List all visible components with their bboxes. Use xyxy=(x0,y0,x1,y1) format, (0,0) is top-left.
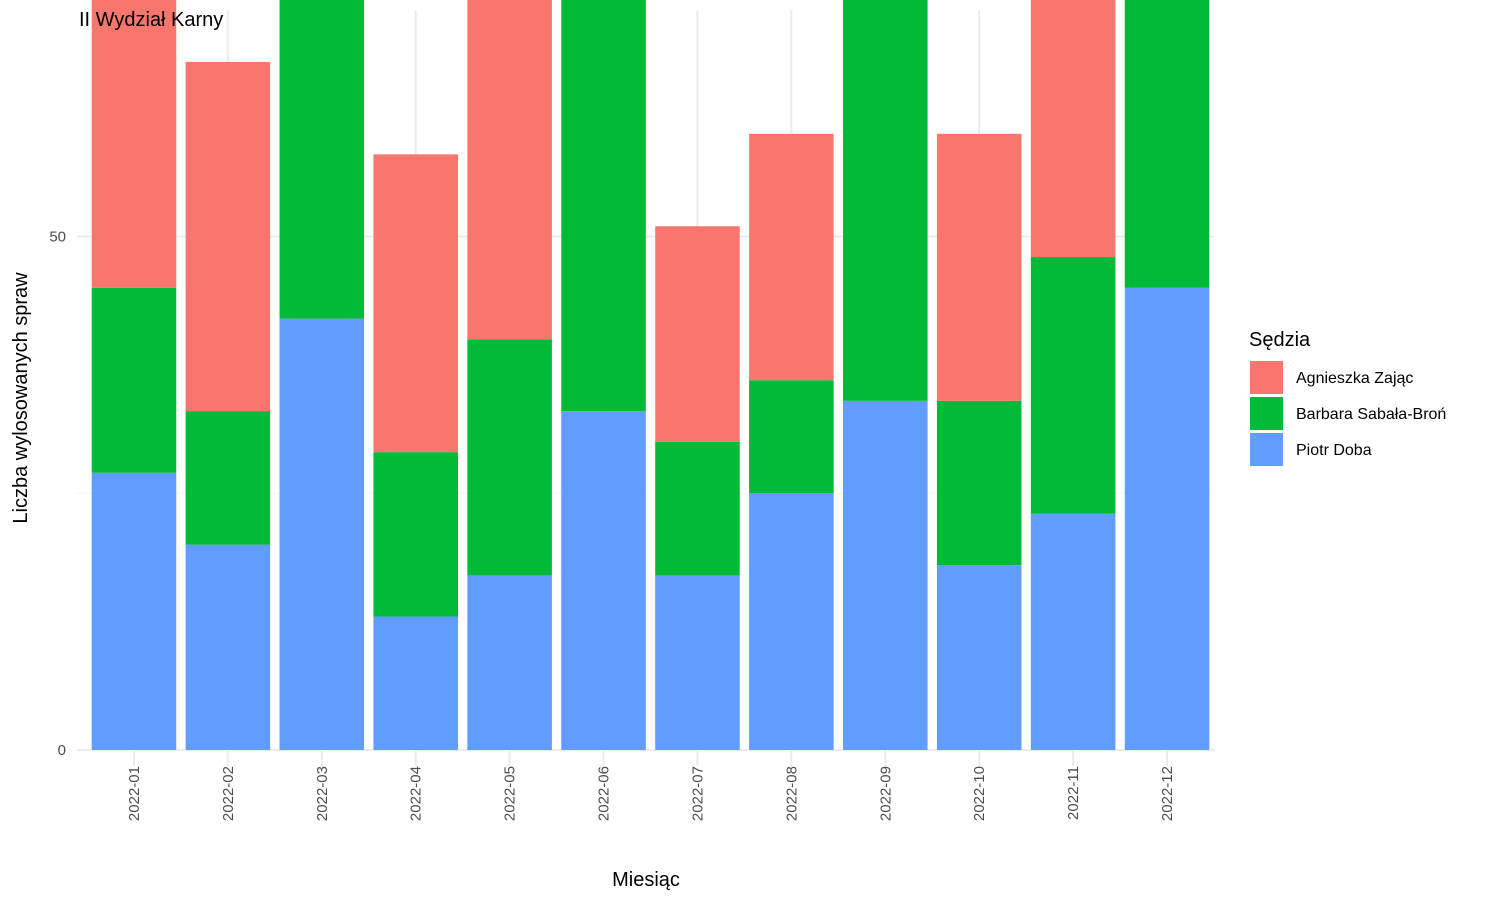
bar-segment: 2022-06 – Piotr Doba: 33 xyxy=(561,411,646,750)
legend-key xyxy=(1250,361,1283,394)
bar-segment: 2022-10 – Piotr Doba: 18 xyxy=(936,565,1022,750)
bar-segment: 2022-03 – Barbara Sabała-Broń: 44 xyxy=(279,0,365,319)
bar-segment: 2022-12 – Barbara Sabała-Broń: 44 xyxy=(1124,0,1210,288)
bar-segment: 2022-11 – Agnieszka Zając: 29 xyxy=(1030,0,1116,258)
bar-segment: 2022-02 – Barbara Sabała-Broń: 13 xyxy=(185,411,271,545)
bar-segment: 2022-08 – Agnieszka Zając: 24 xyxy=(749,133,834,381)
bar-segment: 2022-02 – Piotr Doba: 20 xyxy=(185,544,271,750)
bar-segment: 2022-09 – Barbara Sabała-Broń: 49 xyxy=(843,0,928,401)
y-axis: 050100 xyxy=(49,229,66,760)
bar-segment: 2022-07 – Barbara Sabała-Broń: 13 xyxy=(655,441,740,576)
x-tick-label: 2022-10 xyxy=(971,766,988,821)
bar-segment: 2022-11 – Barbara Sabała-Broń: 25 xyxy=(1030,257,1116,514)
bar-segment: 2022-04 – Barbara Sabała-Broń: 16 xyxy=(373,452,458,617)
legend-label: Piotr Doba xyxy=(1296,442,1372,459)
x-tick-label: 2022-03 xyxy=(314,766,331,821)
bar-segment: 2022-02 – Agnieszka Zając: 34 xyxy=(185,61,271,412)
x-tick-label: 2022-07 xyxy=(689,766,706,821)
legend-key xyxy=(1250,397,1283,430)
legend-key xyxy=(1250,433,1283,466)
x-axis-title: Miesiąc xyxy=(612,869,680,891)
bar-segment: 2022-01 – Piotr Doba: 27 xyxy=(91,472,177,750)
legend: Sędzia Agnieszka Zając Barbara Sabała-Bro… xyxy=(1249,329,1446,466)
bar-segment: 2022-07 – Piotr Doba: 17 xyxy=(655,575,740,750)
x-tick-label: 2022-01 xyxy=(126,766,143,821)
y-tick-label: 50 xyxy=(49,229,66,246)
bar-segment: 2022-07 – Agnieszka Zając: 21 xyxy=(655,226,740,442)
bar-segment: 2022-10 – Agnieszka Zając: 26 xyxy=(936,133,1022,401)
bar-segment: 2022-05 – Barbara Sabała-Broń: 23 xyxy=(467,339,552,576)
bar-segment: 2022-05 – Agnieszka Zając: 43 xyxy=(467,0,552,340)
bars: 2022-01 – Piotr Doba: 272022-01 – Barbar… xyxy=(91,0,1210,750)
x-tick-label: 2022-04 xyxy=(408,766,425,821)
bar-segment: 2022-06 – Barbara Sabała-Broń: 42 xyxy=(561,0,646,412)
legend-label: Agnieszka Zając xyxy=(1296,370,1413,387)
legend-title: Sędzia xyxy=(1249,329,1311,351)
x-axis: 2022-01 2022-02 2022-03 2022-04 2022-05 2022-… xyxy=(126,766,1176,821)
bar-segment: 2022-08 – Barbara Sabała-Broń: 11 xyxy=(749,380,834,494)
x-tick-label: 2022-12 xyxy=(1159,766,1176,821)
bar-segment: 2022-04 – Agnieszka Zając: 29 xyxy=(373,154,458,453)
bar-segment: 2022-09 – Piotr Doba: 34 xyxy=(843,400,928,750)
y-axis-title: Liczba wylosowanych spraw xyxy=(10,272,32,524)
chart-title: II Wydział Karny xyxy=(79,9,223,31)
bar-segment: 2022-04 – Piotr Doba: 13 xyxy=(373,616,458,750)
x-tick-label: 2022-06 xyxy=(596,766,613,821)
x-tick-label: 2022-09 xyxy=(877,766,894,821)
bar-segment: 2022-03 – Piotr Doba: 42 xyxy=(279,318,365,750)
x-tick-label: 2022-11 xyxy=(1065,766,1082,820)
bar-segment: 2022-01 – Agnieszka Zając: 36 xyxy=(91,0,177,288)
x-tick-label: 2022-08 xyxy=(783,766,800,821)
bar-segment: 2022-11 – Piotr Doba: 23 xyxy=(1030,513,1116,750)
bar-segment: 2022-08 – Piotr Doba: 25 xyxy=(749,493,834,750)
bar-segment: 2022-01 – Barbara Sabała-Broń: 18 xyxy=(91,287,177,473)
bar-segment: 2022-10 – Barbara Sabała-Broń: 16 xyxy=(936,400,1022,566)
x-tick-label: 2022-05 xyxy=(502,766,519,821)
y-tick-label: 0 xyxy=(58,742,66,759)
x-tick-label: 2022-02 xyxy=(220,766,237,821)
bar-segment: 2022-12 – Piotr Doba: 45 xyxy=(1124,287,1210,750)
bar-segment: 2022-05 – Piotr Doba: 17 xyxy=(467,575,552,750)
legend-label: Barbara Sabała-Broń xyxy=(1296,406,1446,423)
